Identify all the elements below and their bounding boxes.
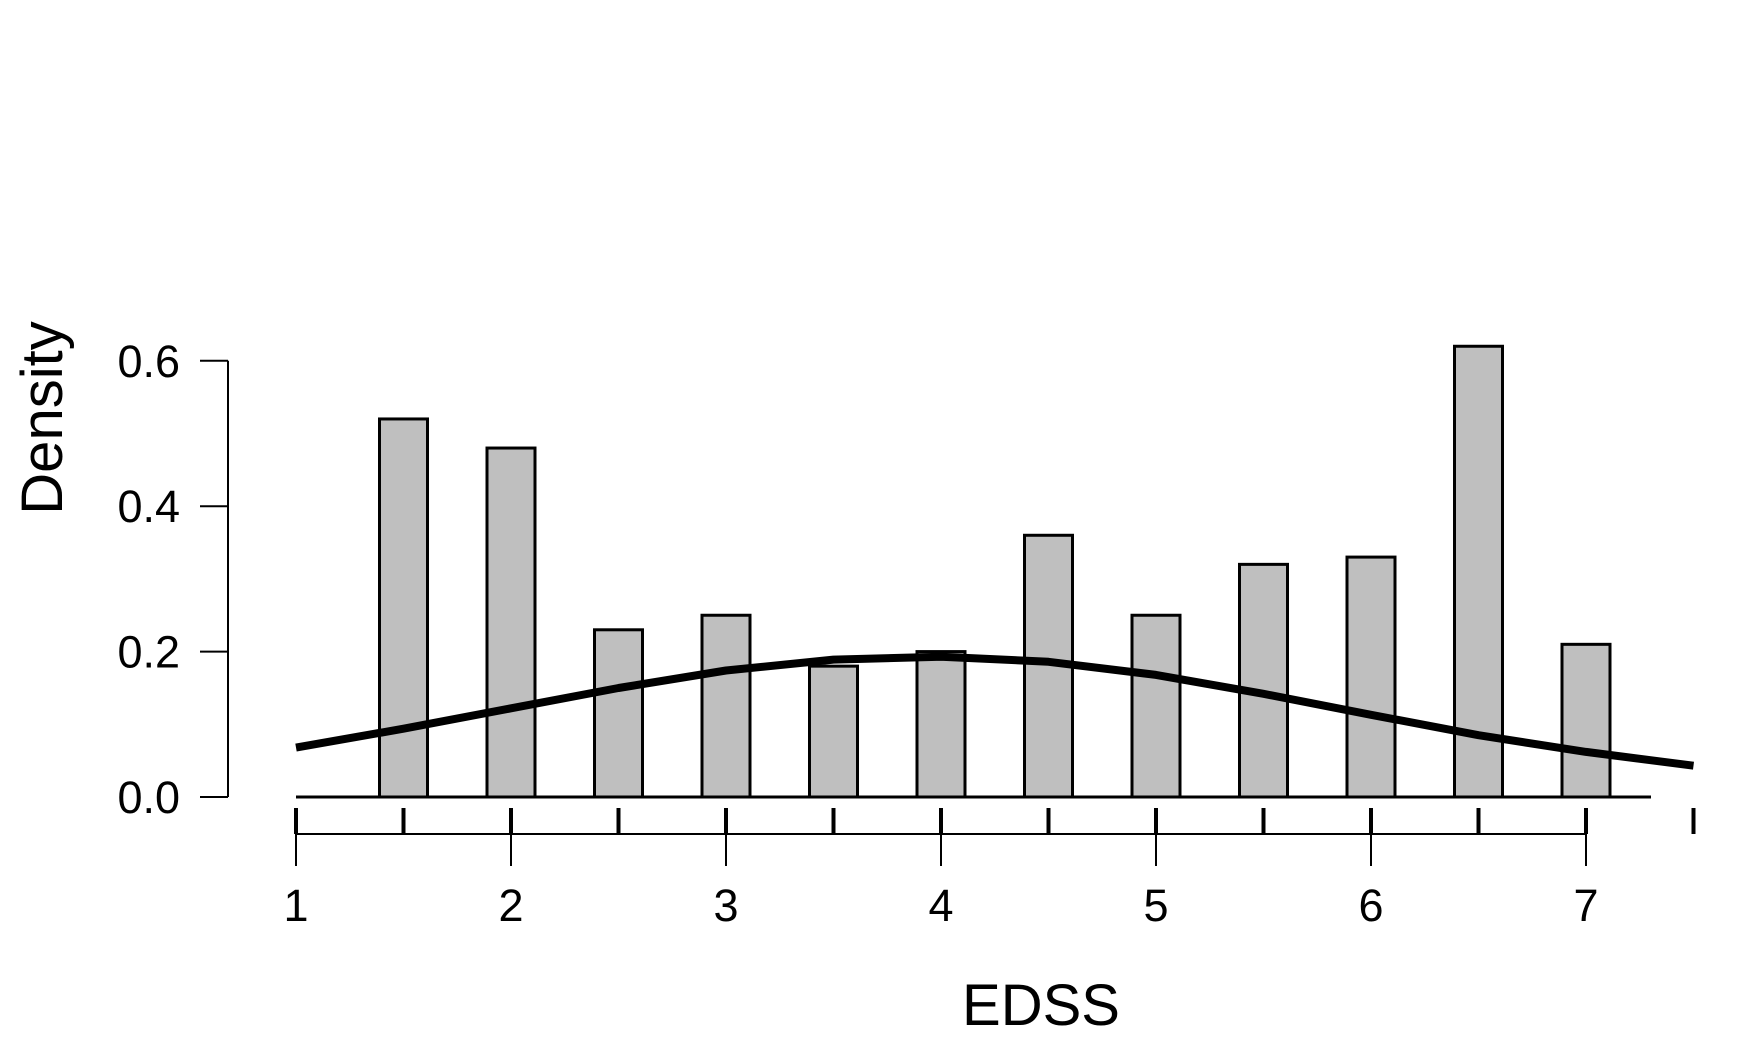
x-tick-label-3: 4 bbox=[928, 880, 953, 931]
y-tick-label-2: 0.4 bbox=[117, 481, 180, 532]
y-tick-label-0: 0.0 bbox=[117, 772, 180, 823]
bar-0 bbox=[378, 417, 429, 799]
y-axis-title: Density bbox=[10, 321, 75, 514]
y-tick-label-1: 0.2 bbox=[117, 627, 180, 678]
bars bbox=[378, 344, 1612, 799]
x-axis-title: EDSS bbox=[962, 973, 1120, 1038]
rug-marks bbox=[294, 808, 1696, 834]
bar-3 bbox=[700, 613, 752, 799]
bar-1 bbox=[485, 446, 537, 799]
density-curve bbox=[295, 652, 1695, 770]
x-axis: 1 2 3 4 5 6 7 bbox=[283, 833, 1599, 931]
bar-11 bbox=[1560, 642, 1612, 799]
x-tick-label-4: 5 bbox=[1143, 880, 1168, 931]
y-tick-label-3: 0.6 bbox=[117, 336, 180, 387]
x-tick-label-5: 6 bbox=[1358, 880, 1383, 931]
x-tick-label-1: 2 bbox=[498, 880, 523, 931]
x-tick-label-2: 3 bbox=[713, 880, 738, 931]
x-tick-label-6: 7 bbox=[1573, 880, 1598, 931]
bar-8 bbox=[1238, 562, 1289, 799]
bar-5 bbox=[915, 650, 967, 799]
x-tick-label-0: 1 bbox=[283, 880, 308, 931]
bar-7 bbox=[1130, 613, 1182, 799]
y-axis: 0.0 0.2 0.4 0.6 bbox=[117, 336, 229, 823]
bar-4 bbox=[808, 664, 859, 799]
bar-9 bbox=[1345, 555, 1397, 799]
bar-2 bbox=[593, 628, 644, 799]
